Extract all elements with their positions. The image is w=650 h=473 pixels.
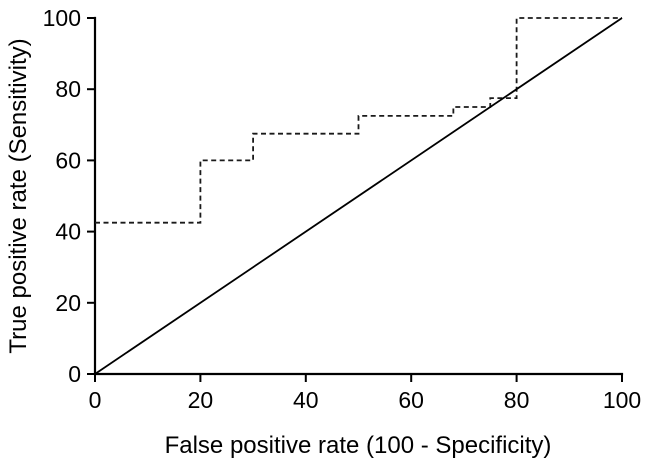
x-axis-title: False positive rate (100 - Specificity) — [165, 432, 552, 459]
reference-diagonal-line — [94, 17, 623, 375]
x-tick-label: 40 — [293, 387, 319, 413]
series-group — [94, 17, 623, 375]
roc-curve-line — [95, 17, 622, 224]
x-tick-label: 20 — [188, 387, 214, 413]
axes-group: 0 20 40 60 80 100 0 20 40 60 80 100 — [43, 5, 642, 413]
x-tick-label: 80 — [504, 387, 530, 413]
x-tick-label: 60 — [398, 387, 424, 413]
y-tick-label: 80 — [55, 76, 81, 102]
y-tick-label: 100 — [43, 5, 81, 31]
y-tick-label: 0 — [68, 361, 81, 387]
y-tick-label: 20 — [55, 290, 81, 316]
x-tick-label: 0 — [89, 387, 102, 413]
y-tick-label: 60 — [55, 147, 81, 173]
x-tick-label: 100 — [603, 387, 641, 413]
y-tick-label: 40 — [55, 219, 81, 245]
y-axis-title: True positive rate (Sensitivity) — [5, 38, 32, 353]
